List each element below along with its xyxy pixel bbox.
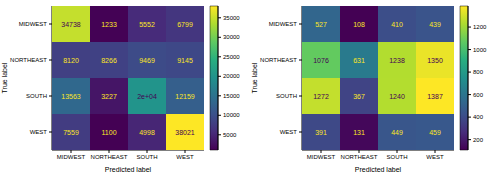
svg-text:NORTHEAST: NORTHEAST (260, 57, 297, 63)
svg-text:True label: True label (1, 62, 8, 93)
svg-text:7559: 7559 (63, 129, 79, 136)
svg-text:527: 527 (315, 21, 327, 28)
svg-text:35000: 35000 (223, 15, 240, 21)
svg-text:True label: True label (251, 62, 258, 93)
svg-text:MIDWEST: MIDWEST (269, 21, 298, 27)
svg-text:5552: 5552 (139, 21, 155, 28)
svg-text:200: 200 (473, 137, 484, 143)
svg-text:13563: 13563 (61, 93, 81, 100)
svg-text:8120: 8120 (63, 57, 79, 64)
svg-text:400: 400 (473, 114, 484, 120)
svg-text:2e+04: 2e+04 (137, 93, 157, 100)
svg-text:459: 459 (429, 129, 441, 136)
svg-text:1000: 1000 (473, 47, 487, 53)
svg-text:NORTHEAST: NORTHEAST (10, 57, 47, 63)
svg-text:15000: 15000 (223, 93, 240, 99)
svg-text:9145: 9145 (177, 57, 193, 64)
svg-text:1100: 1100 (101, 129, 116, 136)
svg-text:SOUTH: SOUTH (137, 154, 158, 160)
svg-text:25000: 25000 (223, 54, 240, 60)
svg-text:1076: 1076 (313, 57, 329, 64)
svg-text:SOUTH: SOUTH (26, 93, 47, 99)
svg-text:1272: 1272 (313, 93, 329, 100)
svg-text:1387: 1387 (427, 93, 443, 100)
svg-text:1200: 1200 (473, 24, 487, 30)
svg-text:NORTHEAST: NORTHEAST (91, 154, 128, 160)
svg-text:MIDWEST: MIDWEST (19, 21, 48, 27)
svg-text:1240: 1240 (389, 93, 405, 100)
svg-text:1238: 1238 (389, 57, 405, 64)
svg-text:108: 108 (353, 21, 365, 28)
svg-text:4998: 4998 (139, 129, 155, 136)
svg-text:10000: 10000 (223, 112, 240, 118)
svg-text:12159: 12159 (175, 93, 195, 100)
svg-text:MIDWEST: MIDWEST (307, 154, 336, 160)
svg-text:631: 631 (353, 57, 365, 64)
svg-text:NORTHEAST: NORTHEAST (341, 154, 378, 160)
svg-text:1233: 1233 (101, 21, 117, 28)
svg-text:30000: 30000 (223, 34, 240, 40)
svg-text:WEST: WEST (176, 154, 194, 160)
svg-text:WEST: WEST (426, 154, 444, 160)
svg-text:38021: 38021 (175, 129, 195, 136)
svg-text:439: 439 (429, 21, 441, 28)
svg-text:131: 131 (353, 129, 365, 136)
svg-text:34738: 34738 (61, 21, 81, 28)
svg-text:9469: 9469 (139, 57, 155, 64)
svg-text:SOUTH: SOUTH (276, 93, 297, 99)
svg-text:410: 410 (391, 21, 403, 28)
svg-text:SOUTH: SOUTH (387, 154, 408, 160)
svg-text:20000: 20000 (223, 73, 240, 79)
svg-text:800: 800 (473, 69, 484, 75)
svg-text:6799: 6799 (177, 21, 193, 28)
svg-text:WEST: WEST (30, 129, 48, 135)
svg-text:449: 449 (391, 129, 403, 136)
svg-text:1350: 1350 (427, 57, 443, 64)
svg-text:600: 600 (473, 92, 484, 98)
svg-text:8266: 8266 (101, 57, 117, 64)
svg-text:WEST: WEST (280, 129, 298, 135)
svg-text:MIDWEST: MIDWEST (57, 154, 86, 160)
svg-text:5000: 5000 (223, 132, 237, 138)
svg-text:Predicted label: Predicted label (355, 166, 402, 173)
svg-text:391: 391 (315, 129, 327, 136)
svg-text:3227: 3227 (101, 93, 117, 100)
svg-text:367: 367 (353, 93, 365, 100)
svg-text:Predicted label: Predicted label (105, 166, 152, 173)
